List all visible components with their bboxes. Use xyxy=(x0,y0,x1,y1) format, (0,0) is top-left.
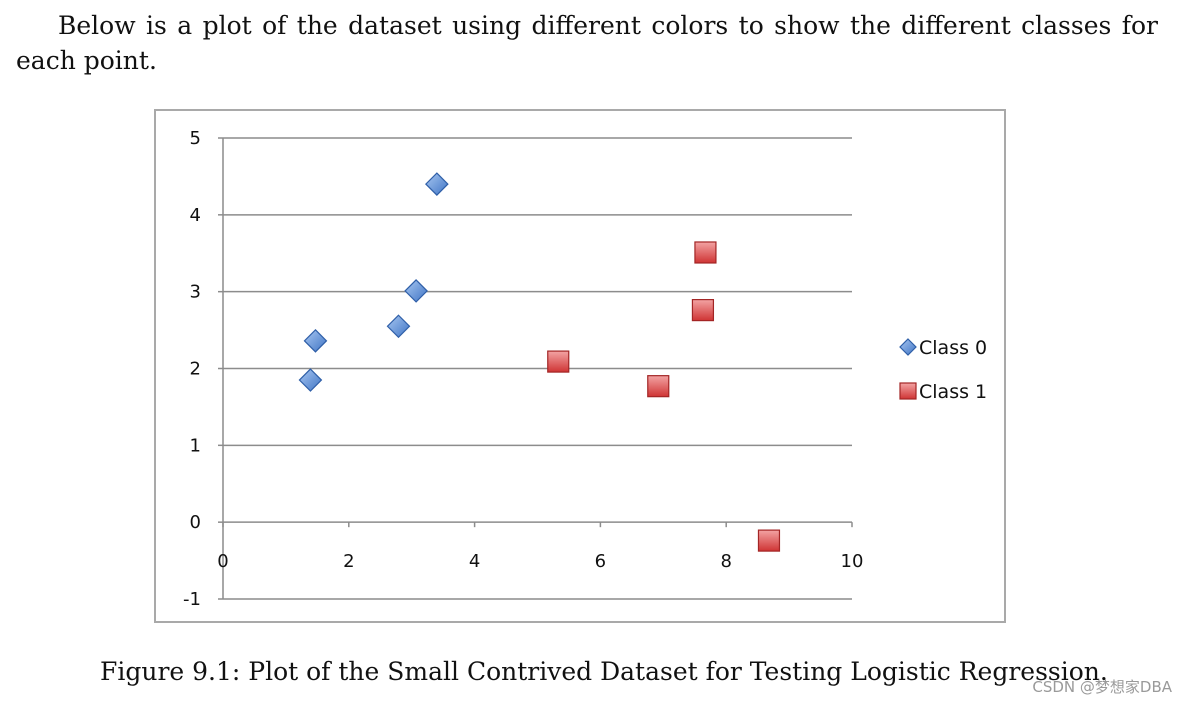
y-tick-label: 3 xyxy=(190,282,201,303)
y-tick-label: 0 xyxy=(190,512,201,533)
intro-paragraph: Below is a plot of the dataset using dif… xyxy=(16,11,1158,75)
class-0-point xyxy=(298,368,323,392)
y-tick-label: -1 xyxy=(183,589,201,610)
class-1-point xyxy=(547,350,570,373)
class-0-point xyxy=(404,279,428,303)
legend-marker xyxy=(899,338,917,356)
class-1-point xyxy=(757,529,781,552)
x-tick-label: 2 xyxy=(343,551,354,572)
class-0-point xyxy=(303,328,328,353)
y-tick-label: 1 xyxy=(190,435,201,456)
legend-label: Class 1 xyxy=(919,381,987,403)
y-tick-label: 4 xyxy=(190,205,201,226)
x-tick-label: 0 xyxy=(217,551,228,572)
chart-frame: 5 4 3 2 1 0 -1 0 2 4 6 8 10 Class 0 Class 1 xyxy=(154,109,1006,623)
y-tick-label: 5 xyxy=(190,128,201,149)
watermark: CSDN @梦想家DBA xyxy=(1032,678,1172,696)
class-0-point xyxy=(425,172,449,196)
legend-marker xyxy=(899,382,917,400)
chart-legend: Class 0 Class 1 xyxy=(899,337,987,403)
figure-caption: Figure 9.1: Plot of the Small Contrived … xyxy=(100,657,1108,686)
class-1-point xyxy=(691,299,715,322)
x-tick-label: 8 xyxy=(720,551,731,572)
legend-label: Class 0 xyxy=(919,337,987,359)
x-tick-label: 6 xyxy=(595,551,606,572)
class-1-point xyxy=(694,241,717,264)
class-1-point xyxy=(647,375,670,398)
y-tick-label: 2 xyxy=(190,359,201,380)
x-tick-label: 10 xyxy=(841,551,864,572)
class-0-point xyxy=(386,314,411,339)
x-tick-label: 4 xyxy=(469,551,480,572)
